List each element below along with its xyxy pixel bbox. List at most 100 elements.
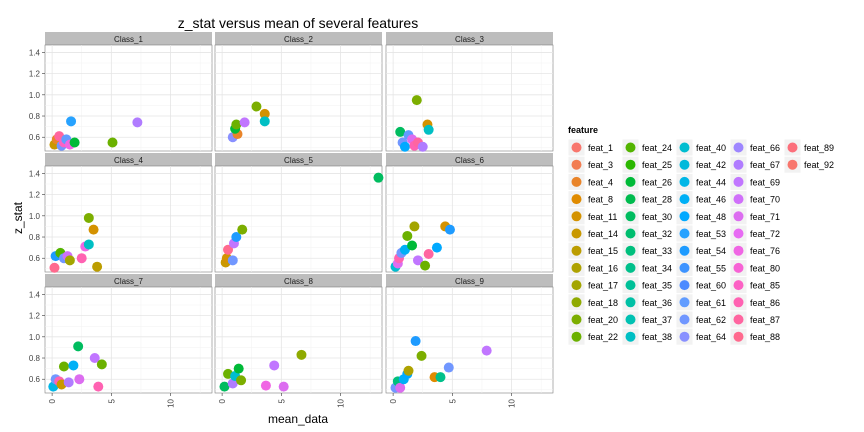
legend-marker [679, 245, 690, 256]
legend-label: feat_48 [696, 212, 726, 222]
data-point [233, 363, 244, 374]
data-point [269, 360, 280, 371]
legend-marker [679, 159, 690, 170]
data-point [443, 362, 454, 373]
legend-label: feat_38 [642, 332, 672, 342]
legend-label: feat_80 [750, 263, 780, 273]
data-point [66, 116, 77, 127]
data-point [237, 224, 248, 235]
legend-item: feat_64 [675, 327, 726, 346]
legend-item: feat_88 [729, 327, 780, 346]
x-tick-label: 0 [48, 398, 57, 403]
y-tick-label: 0.8 [29, 112, 41, 121]
x-tick-label: 5 [448, 398, 457, 403]
legend-marker [733, 159, 744, 170]
legend-marker [679, 142, 690, 153]
legend-item: feat_3 [567, 155, 613, 174]
y-tick-label: 1.0 [29, 91, 41, 100]
legend-marker [733, 262, 744, 273]
legend-item: feat_32 [621, 224, 672, 243]
data-point [236, 375, 247, 386]
legend: feature feat_1feat_3feat_4feat_8feat_11f… [567, 125, 834, 346]
legend-label: feat_28 [642, 195, 672, 205]
facet-strip-label: Class_5 [284, 156, 313, 165]
legend-marker [787, 142, 798, 153]
facet-panel: Class_8 0 5 10 [214, 274, 383, 408]
data-point [278, 381, 289, 392]
facet-panel: Class_5 [214, 153, 384, 273]
data-point [231, 119, 242, 130]
legend-marker [571, 142, 582, 153]
legend-label: feat_92 [804, 160, 834, 170]
legend-item: feat_8 [567, 190, 613, 209]
legend-label: feat_89 [804, 143, 834, 153]
legend-item: feat_28 [621, 190, 672, 209]
legend-item: feat_60 [675, 276, 726, 295]
y-tick-label: 1.4 [29, 48, 41, 57]
data-point [73, 341, 84, 352]
legend-item: feat_4 [567, 172, 613, 191]
data-point [83, 212, 94, 223]
legend-marker [733, 297, 744, 308]
legend-marker [571, 314, 582, 325]
legend-marker [571, 280, 582, 291]
legend-item: feat_66 [729, 138, 780, 157]
legend-label: feat_85 [750, 281, 780, 291]
y-tick-label: 1.0 [29, 212, 41, 221]
legend-marker [787, 159, 798, 170]
data-point [444, 224, 455, 235]
legend-label: feat_18 [588, 298, 618, 308]
legend-item: feat_92 [783, 155, 834, 174]
legend-item: feat_86 [729, 293, 780, 312]
data-point [132, 117, 143, 128]
facet-strip [215, 153, 382, 166]
legend-item: feat_48 [675, 207, 726, 226]
legend-marker [625, 142, 636, 153]
legend-item: feat_87 [729, 310, 780, 329]
x-tick-label: 5 [277, 398, 286, 403]
legend-item: feat_1 [567, 138, 613, 157]
legend-item: feat_76 [729, 241, 780, 260]
facet-strip [386, 32, 553, 45]
legend-item: feat_71 [729, 207, 780, 226]
legend-marker [625, 211, 636, 222]
legend-marker [571, 245, 582, 256]
plot-area [214, 286, 383, 394]
legend-marker [625, 314, 636, 325]
y-tick-label: 1.0 [29, 333, 41, 342]
legend-label: feat_17 [588, 281, 618, 291]
facet-panels: Class_1 0.6 0.8 1.0 1.2 1.4 Class_2 Class_3 Clas… [29, 32, 554, 408]
legend-marker [625, 159, 636, 170]
plot-area [44, 165, 213, 273]
legend-item: feat_36 [621, 293, 672, 312]
legend-marker [571, 228, 582, 239]
y-tick-label: 1.2 [29, 312, 41, 321]
legend-label: feat_30 [642, 212, 672, 222]
data-point [402, 230, 413, 241]
legend-item: feat_11 [567, 207, 617, 226]
legend-marker [679, 331, 690, 342]
legend-marker [571, 211, 582, 222]
legend-item: feat_42 [675, 155, 726, 174]
data-point [83, 239, 94, 250]
y-tick-label: 1.4 [29, 169, 41, 178]
data-point [88, 224, 99, 235]
facet-strip [386, 274, 553, 287]
legend-item: feat_16 [567, 258, 618, 277]
plot-area [44, 44, 213, 152]
legend-item: feat_25 [621, 155, 672, 174]
legend-marker [625, 297, 636, 308]
data-point [239, 117, 250, 128]
legend-marker [571, 331, 582, 342]
legend-item: feat_72 [729, 224, 780, 243]
data-point [69, 137, 80, 148]
facet-strip-label: Class_9 [455, 277, 484, 286]
data-point [227, 255, 238, 266]
y-axis-label: z_stat [11, 201, 25, 234]
facet-panel: Class_4 0.6 0.8 1.0 1.2 1.4 [29, 153, 213, 273]
legend-marker [625, 194, 636, 205]
data-point [403, 365, 414, 376]
legend-label: feat_55 [696, 263, 726, 273]
legend-marker [733, 142, 744, 153]
data-point [58, 361, 69, 372]
